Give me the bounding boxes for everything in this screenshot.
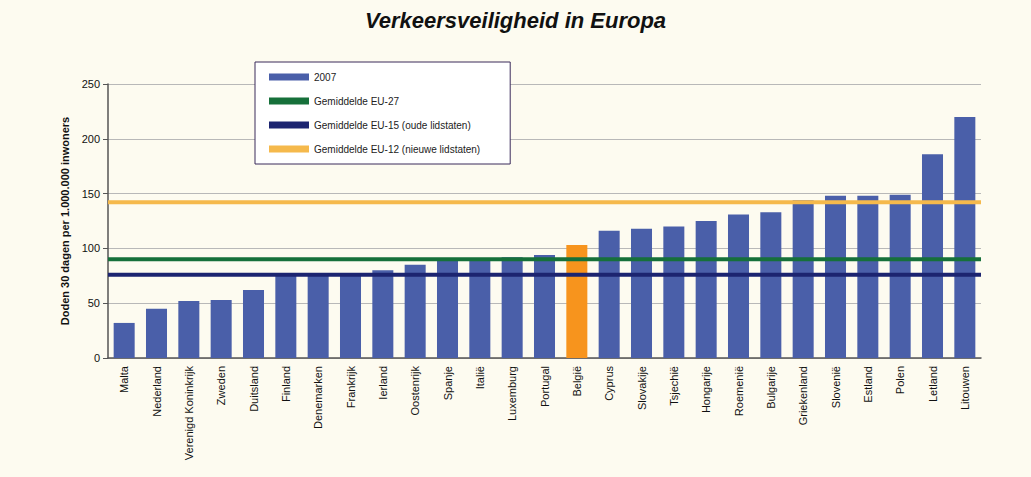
svg-text:Gemiddelde EU-12 (nieuwe lidst: Gemiddelde EU-12 (nieuwe lidstaten) bbox=[314, 144, 480, 155]
svg-text:Portugal: Portugal bbox=[539, 366, 551, 407]
svg-text:België: België bbox=[571, 366, 583, 397]
svg-text:Gemiddelde EU-27: Gemiddelde EU-27 bbox=[314, 96, 399, 107]
svg-text:Cyprus: Cyprus bbox=[603, 366, 615, 401]
svg-text:Ierland: Ierland bbox=[377, 366, 389, 400]
svg-text:Doden 30 dagen per 1.000.000 i: Doden 30 dagen per 1.000.000 inwoners bbox=[59, 117, 71, 325]
svg-text:Luxemburg: Luxemburg bbox=[506, 366, 518, 421]
svg-text:Italië: Italië bbox=[474, 366, 486, 389]
svg-text:0: 0 bbox=[94, 352, 100, 364]
svg-text:Finland: Finland bbox=[280, 366, 292, 402]
svg-text:Gemiddelde EU-15 (oude lidstat: Gemiddelde EU-15 (oude lidstaten) bbox=[314, 120, 471, 131]
svg-text:Estland: Estland bbox=[862, 366, 874, 403]
svg-text:2007: 2007 bbox=[314, 72, 337, 83]
svg-text:Griekenland: Griekenland bbox=[797, 366, 809, 425]
svg-text:Oostenrijk: Oostenrijk bbox=[409, 366, 421, 416]
svg-text:Polen: Polen bbox=[894, 366, 906, 394]
svg-text:Hongarije: Hongarije bbox=[700, 366, 712, 413]
svg-text:Slovenië: Slovenië bbox=[830, 366, 842, 408]
svg-text:Spanje: Spanje bbox=[442, 366, 454, 400]
svg-text:Bulgarije: Bulgarije bbox=[765, 366, 777, 409]
svg-text:Nederland: Nederland bbox=[151, 366, 163, 417]
svg-text:Roemenië: Roemenië bbox=[733, 366, 745, 416]
svg-text:Zweden: Zweden bbox=[215, 366, 227, 405]
svg-text:Slovakije: Slovakije bbox=[636, 366, 648, 410]
svg-text:Letland: Letland bbox=[927, 366, 939, 402]
svg-text:Frankrijk: Frankrijk bbox=[345, 366, 357, 409]
svg-text:Duitsland: Duitsland bbox=[248, 366, 260, 412]
svg-text:200: 200 bbox=[82, 133, 100, 145]
svg-text:250: 250 bbox=[82, 78, 100, 90]
svg-text:50: 50 bbox=[88, 297, 100, 309]
svg-text:100: 100 bbox=[82, 242, 100, 254]
svg-text:Malta: Malta bbox=[118, 365, 130, 393]
svg-text:Litouwen: Litouwen bbox=[959, 366, 971, 410]
svg-text:150: 150 bbox=[82, 188, 100, 200]
svg-text:Tsjechië: Tsjechië bbox=[668, 366, 680, 406]
svg-text:Verkeersveiligheid in Europa: Verkeersveiligheid in Europa bbox=[365, 8, 666, 33]
svg-text:Verenigd Koninkrijk: Verenigd Koninkrijk bbox=[183, 366, 195, 461]
svg-text:Denemarken: Denemarken bbox=[312, 366, 324, 429]
